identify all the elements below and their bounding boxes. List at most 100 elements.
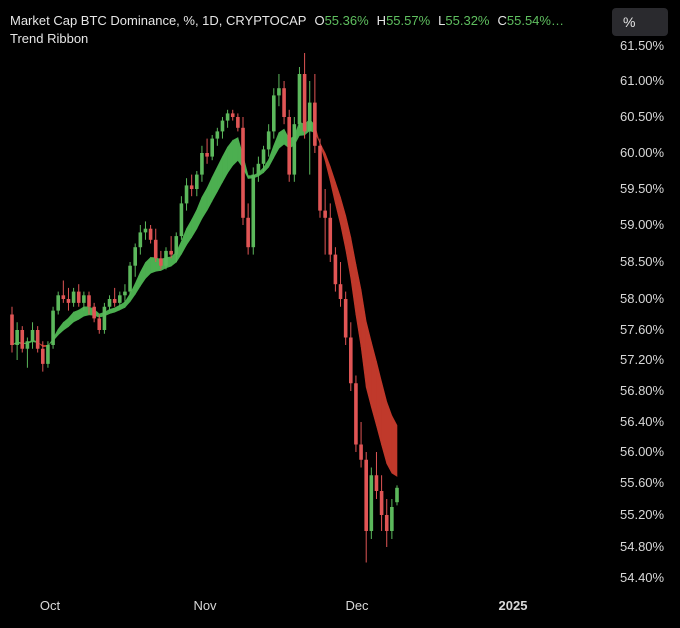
ribbon-segment [386,401,393,474]
ribbon-segment [140,262,146,288]
candle-body [261,149,266,164]
ribbon-segment [324,152,331,182]
candle-body [215,131,220,139]
candle-body [277,88,281,96]
candle-body [395,487,399,503]
candle-body [118,295,122,303]
ribbon-segment [222,146,228,184]
candle-body [25,341,30,349]
candle-body [159,258,163,266]
close-label: C [497,13,507,28]
ribbon-segment [371,341,377,426]
candle-body [148,228,153,240]
y-tick-label: 54.40% [620,570,665,585]
y-tick-label: 55.60% [620,475,665,490]
percent-scale-button[interactable]: % [612,8,668,36]
candle-body [15,330,19,345]
candle-body [51,310,55,345]
candle-body [107,299,112,307]
candle-body [200,153,204,175]
y-tick-label: 60.00% [620,145,665,160]
candle-body [153,239,158,259]
candle-body [56,295,60,311]
candle-body [128,265,132,292]
ribbon-segment [134,271,141,296]
candle-body [76,291,81,303]
candle-body [323,210,327,218]
candle-body [287,117,291,175]
x-tick-label: Oct [40,598,61,613]
candle-body [164,250,168,266]
y-tick-label: 55.20% [620,507,665,522]
candle-body [349,337,353,384]
ribbon-segment [63,317,69,331]
ribbon-segment [73,309,80,323]
candles [10,53,399,563]
candle-body [272,95,276,132]
ribbon-segment [376,361,382,446]
candle-body [41,348,45,364]
ribbon-segment [381,381,388,464]
ribbon-segment [57,321,64,336]
ribbon-segment [273,132,280,159]
candle-body [174,236,179,255]
candle-body [225,113,230,121]
candle-body [123,291,127,296]
legend-symbol: Market Cap BTC Dominance, %, 1D, CRYPTOC… [10,13,307,28]
candle-body [30,330,35,342]
candle-body [282,88,286,117]
ribbon-segment [335,181,341,225]
y-tick-label: 56.40% [620,414,665,429]
candle-body [205,153,209,157]
candle-body [102,306,107,330]
ribbon-segment [391,415,398,477]
candle-body [195,174,199,189]
candle-body [66,299,71,303]
y-tick-label: 61.00% [620,73,665,88]
ribbon-segment [186,218,192,246]
x-tick-label: 2025 [499,598,528,613]
ribbon-segment [150,257,157,274]
trend-ribbon [11,118,398,477]
candle-body [82,295,86,303]
candle-body [35,330,40,349]
candle-body [97,318,102,330]
candle-body [138,232,143,248]
ribbon-segment [201,186,208,220]
candle-body [220,120,225,132]
ribbon-segment [365,321,372,408]
candle-body [241,127,245,218]
candle-body [343,299,348,338]
candle-body [359,444,363,460]
low-label: L [438,13,446,28]
candle-body [384,515,389,531]
candle-body [297,74,302,125]
ribbon-segment [217,156,223,192]
ribbon-segment [83,306,90,317]
candle-body [313,102,317,146]
candle-body [87,295,91,307]
candle-body [230,113,235,117]
candle-body [364,459,368,531]
ribbon-segment [340,197,346,250]
candle-body [328,217,333,255]
y-tick-label: 57.20% [620,352,665,367]
y-tick-label: 56.00% [620,444,665,459]
candle-body [184,185,189,204]
ribbon-segment [196,196,203,229]
x-tick-label: Dec [345,598,369,613]
ribbon-segment [329,166,336,204]
candle-body [369,475,374,531]
high-value: 55.57% [386,13,431,28]
open-label: O [314,13,325,28]
ribbon-segment [78,306,85,320]
y-tick-label: 54.80% [620,539,665,554]
candle-body [374,475,379,491]
ribbon-segment [232,137,239,167]
y-tick-label: 58.50% [620,254,665,269]
candle-body [112,299,117,303]
candle-body [256,163,261,175]
x-tick-label: Nov [193,598,217,613]
candle-body [133,247,137,266]
